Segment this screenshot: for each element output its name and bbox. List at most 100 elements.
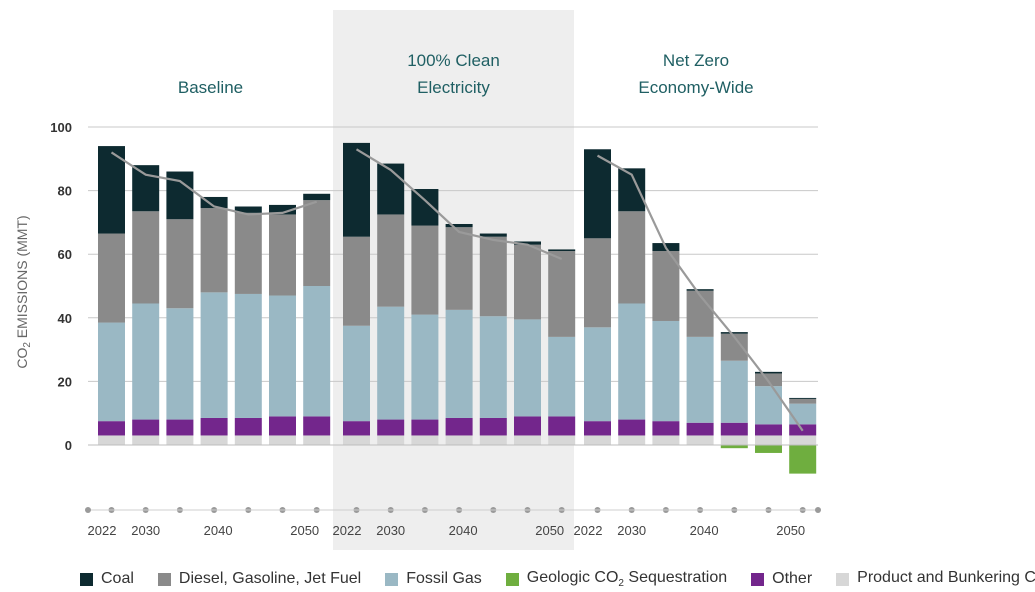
- bar-segment-geologic: [789, 445, 817, 474]
- bar-segment-diesel: [343, 236, 370, 326]
- legend-swatch: [385, 572, 399, 586]
- x-tick-label: 2050: [535, 523, 564, 538]
- bar-segment-other: [166, 419, 194, 436]
- legend-item-coal: Coal: [80, 570, 134, 588]
- x-axis-dot: [815, 507, 821, 513]
- bar-segment-product: [377, 435, 405, 445]
- x-tick-label: 2040: [690, 523, 719, 538]
- bar-segment-coal: [479, 233, 507, 237]
- bar-segment-gas: [479, 316, 507, 418]
- bar-segment-gas: [269, 295, 296, 417]
- bar-segment-diesel: [200, 208, 228, 293]
- bar-segment-diesel: [548, 251, 576, 337]
- bar-segment-diesel: [445, 227, 473, 310]
- bar-segment-gas: [411, 314, 439, 420]
- panel-title: Electricity: [417, 78, 490, 97]
- legend-label: Other: [772, 570, 813, 587]
- bar-segment-product: [98, 435, 125, 445]
- bar-segment-coal: [720, 332, 748, 334]
- x-tick-label: 2050: [776, 523, 805, 538]
- legend-item-diesel: Diesel, Gasoline, Jet Fuel: [157, 570, 361, 588]
- bar-segment-product: [166, 435, 194, 445]
- x-axis-dot: [85, 507, 91, 513]
- y-axis-label: CO2 EMISSIONS (MMT): [14, 215, 33, 368]
- legend-item-gas: Fossil Gas: [385, 570, 482, 588]
- bar-segment-gas: [548, 336, 576, 417]
- legend-swatch: [751, 572, 765, 586]
- bar-segment-product: [789, 435, 817, 445]
- bar-segment-other: [652, 421, 680, 436]
- bar-segment-diesel: [686, 290, 714, 337]
- bar-segment-other: [377, 419, 405, 436]
- bar-segment-other: [584, 421, 611, 436]
- x-tick-label: 2040: [449, 523, 478, 538]
- bar-segment-other: [132, 419, 160, 436]
- bar-segment-diesel: [618, 211, 646, 304]
- bar-segment-gas: [755, 386, 782, 425]
- legend-label: Product and Bunkering CO2: [857, 568, 1035, 586]
- bar-segment-diesel: [234, 212, 262, 294]
- x-tick-label: 2030: [617, 523, 646, 538]
- x-tick-label: 2030: [131, 523, 160, 538]
- bar-segment-other: [343, 421, 370, 436]
- bar-segment-other: [618, 419, 646, 436]
- chart-legend: Coal Diesel, Gasoline, Jet Fuel Fossil Gas…: [80, 566, 1035, 592]
- bar-segment-other: [479, 417, 507, 436]
- bar-segment-diesel: [98, 233, 125, 323]
- bar-segment-coal: [234, 206, 262, 213]
- x-tick-label: 2022: [574, 523, 603, 538]
- y-tick-label: 0: [65, 438, 72, 453]
- bar-segment-coal: [445, 223, 473, 228]
- bar-segment-product: [269, 435, 296, 445]
- bar-segment-diesel: [584, 238, 611, 328]
- bar-segment-geologic: [720, 445, 748, 449]
- bar-segment-gas: [200, 292, 228, 418]
- bar-segment-diesel: [377, 214, 405, 307]
- y-tick-label: 20: [58, 374, 72, 389]
- bar-segment-diesel: [789, 398, 817, 404]
- legend-label: Coal: [101, 570, 134, 587]
- bar-segment-product: [514, 435, 541, 445]
- bar-segment-gas: [343, 325, 370, 422]
- bar-segment-product: [584, 435, 611, 445]
- bar-segment-other: [686, 422, 714, 436]
- bar-segment-gas: [445, 309, 473, 418]
- bar-segment-other: [234, 417, 262, 436]
- bar-segment-other: [720, 422, 748, 436]
- bar-segment-coal: [303, 193, 331, 201]
- trend-line: [110, 151, 318, 216]
- legend-swatch: [80, 572, 93, 586]
- legend-item-geologic: Geologic CO2 Sequestration: [505, 568, 728, 590]
- bar-segment-gas: [618, 303, 646, 420]
- bar-segment-gas: [584, 327, 611, 422]
- bar-segment-coal: [98, 146, 125, 234]
- bar-segment-gas: [789, 403, 817, 425]
- bar-segment-diesel: [269, 214, 296, 296]
- bar-segment-product: [479, 435, 507, 445]
- bar-segment-product: [548, 435, 576, 445]
- bar-segment-coal: [269, 204, 296, 215]
- bar-segment-coal: [200, 196, 228, 209]
- bar-segment-coal: [686, 289, 714, 291]
- bar-segment-gas: [234, 293, 262, 418]
- y-tick-label: 40: [58, 311, 72, 326]
- bar-segment-other: [548, 416, 576, 436]
- bar-segment-other: [303, 416, 331, 436]
- bar-segment-product: [411, 435, 439, 445]
- bar-segment-product: [618, 435, 646, 445]
- bar-segment-gas: [514, 319, 541, 417]
- bar-segment-coal: [548, 249, 576, 252]
- bar-segment-other: [200, 417, 228, 436]
- bar-segment-gas: [166, 308, 194, 420]
- bar-segment-coal: [343, 142, 370, 237]
- legend-label: Geologic CO2 Sequestration: [526, 568, 728, 590]
- legend-item-other: Other: [751, 570, 812, 588]
- bar-segment-coal: [584, 149, 611, 239]
- x-tick-label: 2030: [376, 523, 405, 538]
- panel-title: Economy-Wide: [638, 78, 753, 97]
- bar-segment-gas: [377, 306, 405, 420]
- bar-segment-coal: [514, 241, 541, 245]
- legend-swatch: [157, 572, 171, 586]
- bar-segment-diesel: [166, 219, 194, 309]
- bar-segment-other: [411, 419, 439, 436]
